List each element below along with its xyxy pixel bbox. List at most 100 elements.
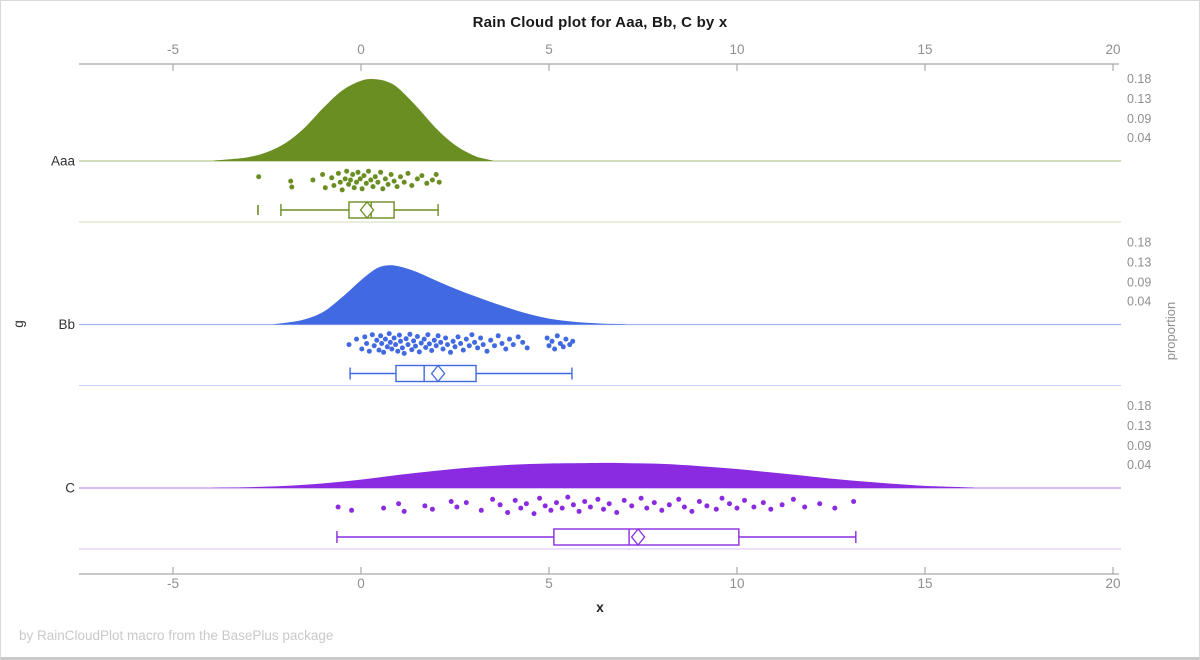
rain-point	[629, 503, 635, 509]
rain-point	[289, 184, 295, 190]
rain-point	[342, 176, 348, 182]
rain-point	[549, 338, 555, 344]
x-tick-label: 20	[1105, 576, 1120, 591]
rain-point	[386, 331, 392, 337]
x-tick-label: 10	[729, 42, 744, 57]
rain-point	[719, 495, 725, 501]
rain-point	[409, 347, 415, 353]
rain-point	[426, 341, 432, 347]
rain-point	[372, 174, 378, 180]
rain-point	[523, 501, 529, 507]
rain-point	[554, 500, 559, 506]
rain-point	[413, 343, 418, 349]
rain-point	[448, 349, 453, 355]
rain-point	[331, 183, 337, 188]
rain-point	[472, 339, 478, 345]
rain-point	[499, 341, 505, 346]
x-tick-label: 5	[545, 576, 553, 591]
rain-point	[570, 338, 576, 344]
rain-point	[727, 501, 732, 507]
proportion-tick-label: 0.09	[1127, 276, 1151, 290]
rain-point	[438, 339, 444, 345]
rain-point	[384, 344, 390, 350]
proportion-tick-label: 0.18	[1127, 72, 1151, 86]
group-label-bb: Bb	[58, 317, 75, 332]
proportion-tick-label: 0.13	[1127, 256, 1151, 270]
rain-point	[382, 336, 388, 342]
rain-point	[376, 347, 382, 353]
x-tick-label: 10	[729, 576, 744, 591]
proportion-tick-label: 0.18	[1127, 399, 1151, 413]
rain-point	[488, 337, 494, 343]
rain-point	[429, 506, 435, 512]
rain-point	[495, 333, 501, 339]
rain-point	[256, 174, 262, 180]
rain-point	[354, 336, 359, 342]
rain-point	[614, 510, 620, 515]
rain-point	[644, 505, 650, 511]
rain-point	[366, 348, 372, 354]
rain-point	[790, 496, 796, 502]
proportion-tick-label: 0.13	[1127, 92, 1151, 106]
x-tick-label: -5	[167, 42, 179, 57]
rain-point	[355, 169, 361, 175]
rain-point	[414, 334, 420, 339]
rain-point	[362, 334, 368, 340]
rain-point	[507, 336, 512, 342]
rain-point	[531, 511, 537, 517]
rain-point	[734, 505, 740, 511]
rain-point	[448, 499, 454, 504]
rain-point	[411, 338, 417, 344]
rain-point	[460, 347, 466, 353]
rain-point	[497, 502, 503, 508]
rain-point	[363, 180, 369, 186]
density-aaa	[213, 79, 494, 161]
rain-point	[544, 335, 550, 341]
rain-point	[567, 342, 573, 348]
rain-point	[503, 346, 509, 352]
x-tick-label: 0	[357, 42, 365, 57]
rain-point	[396, 332, 402, 338]
rain-point	[401, 179, 407, 185]
rain-point	[346, 181, 352, 187]
rain-point	[329, 175, 335, 181]
rain-point	[638, 495, 644, 501]
group-label-c: C	[65, 481, 75, 496]
attribution-text: by RainCloudPlot macro from the BasePlus…	[19, 628, 334, 643]
rain-point	[337, 179, 343, 185]
rain-point	[405, 342, 411, 348]
rain-point	[469, 332, 475, 338]
rain-point	[450, 338, 456, 344]
rain-point	[492, 343, 497, 349]
rain-point	[288, 178, 294, 184]
rain-point	[431, 337, 437, 343]
rain-point	[463, 336, 469, 342]
rain-point	[378, 169, 384, 175]
rain-point	[518, 505, 524, 511]
rain-point	[391, 335, 397, 341]
mean-diamond	[630, 527, 646, 547]
x-tick-label: 15	[917, 42, 932, 57]
rain-point	[436, 179, 442, 185]
rain-point	[779, 502, 785, 508]
rain-point	[666, 502, 672, 508]
rain-point	[344, 168, 350, 174]
rain-point	[423, 345, 429, 350]
rain-point	[425, 332, 431, 338]
rain-point	[394, 184, 400, 190]
rain-point	[515, 334, 521, 340]
rain-point	[429, 177, 435, 183]
rain-point	[524, 345, 530, 351]
rain-point	[391, 178, 397, 184]
rain-point	[354, 179, 359, 185]
rain-point	[398, 174, 403, 180]
rain-point	[554, 333, 560, 339]
rain-point	[458, 341, 464, 346]
rain-point	[713, 506, 719, 512]
rain-point	[751, 504, 757, 510]
group-label-aaa: Aaa	[51, 154, 76, 169]
rain-point	[359, 186, 365, 192]
rain-point	[455, 334, 461, 340]
rain-point	[381, 505, 387, 511]
rain-point	[704, 503, 710, 509]
